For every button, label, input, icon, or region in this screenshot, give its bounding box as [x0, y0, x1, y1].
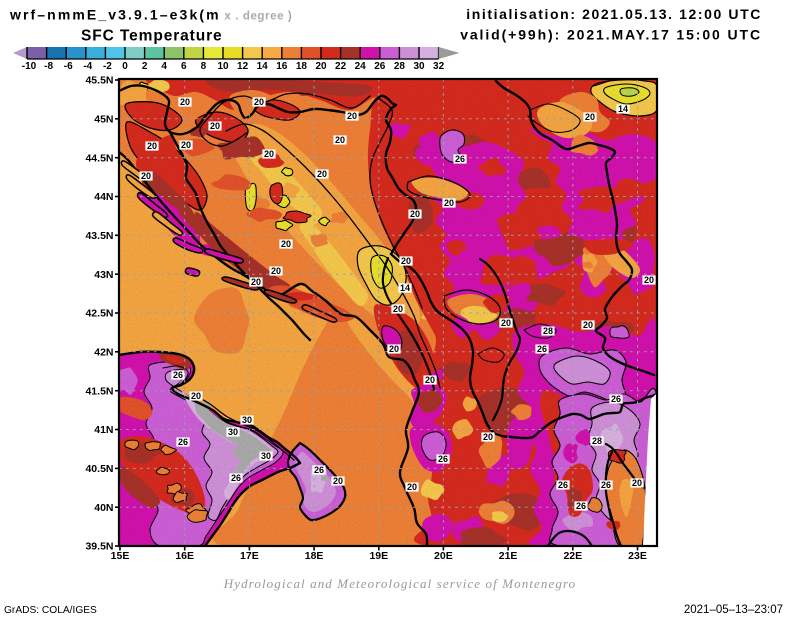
svg-text:18E: 18E — [305, 550, 324, 562]
svg-text:-6: -6 — [64, 61, 73, 72]
svg-text:20: 20 — [254, 97, 264, 107]
svg-text:20: 20 — [347, 111, 357, 121]
svg-text:44N: 44N — [94, 191, 113, 203]
svg-text:26: 26 — [314, 465, 324, 475]
svg-text:wrf–nmmE_v3.9.1–e3k(m x . degr: wrf–nmmE_v3.9.1–e3k(m x . degree ) — [9, 7, 292, 23]
svg-text:16: 16 — [276, 61, 288, 72]
svg-text:Hydrological and Meteorologica: Hydrological and Meteorological service … — [223, 576, 577, 591]
svg-text:26: 26 — [576, 501, 586, 511]
svg-text:26: 26 — [537, 344, 547, 354]
svg-text:8: 8 — [201, 61, 207, 72]
svg-text:20: 20 — [317, 169, 327, 179]
svg-text:20: 20 — [181, 140, 191, 150]
svg-text:24: 24 — [355, 61, 367, 72]
svg-text:21E: 21E — [499, 550, 518, 562]
svg-text:20: 20 — [251, 277, 261, 287]
svg-text:26: 26 — [558, 480, 568, 490]
svg-text:6: 6 — [181, 61, 187, 72]
svg-text:39.5N: 39.5N — [85, 541, 113, 553]
svg-text:20: 20 — [315, 61, 327, 72]
svg-text:12: 12 — [237, 61, 249, 72]
svg-text:-2: -2 — [103, 61, 112, 72]
svg-text:20: 20 — [264, 149, 274, 159]
svg-text:41.5N: 41.5N — [85, 385, 113, 397]
svg-text:30: 30 — [413, 61, 425, 72]
svg-text:26: 26 — [374, 61, 386, 72]
svg-text:14: 14 — [400, 283, 410, 293]
svg-text:42N: 42N — [94, 346, 113, 358]
svg-text:43N: 43N — [94, 269, 113, 281]
svg-text:20: 20 — [210, 121, 220, 131]
svg-text:2: 2 — [142, 61, 148, 72]
svg-text:22: 22 — [335, 61, 347, 72]
svg-text:20: 20 — [401, 256, 411, 266]
svg-text:44.5N: 44.5N — [85, 152, 113, 164]
svg-text:20: 20 — [644, 275, 654, 285]
svg-text:41N: 41N — [94, 424, 113, 436]
svg-text:20: 20 — [191, 391, 201, 401]
svg-text:20: 20 — [333, 476, 343, 486]
svg-text:19E: 19E — [369, 550, 388, 562]
svg-text:-8: -8 — [44, 61, 53, 72]
svg-text:valid(+99h): 2021.MAY.17 15:00: valid(+99h): 2021.MAY.17 15:00 UTC — [460, 27, 762, 43]
svg-text:10: 10 — [217, 61, 229, 72]
svg-text:40N: 40N — [94, 502, 113, 514]
svg-text:26: 26 — [611, 394, 621, 404]
svg-text:28: 28 — [592, 436, 602, 446]
svg-text:20: 20 — [141, 171, 151, 181]
svg-text:15E: 15E — [111, 550, 130, 562]
svg-text:26: 26 — [231, 473, 241, 483]
svg-text:26: 26 — [173, 370, 183, 380]
svg-text:20: 20 — [585, 112, 595, 122]
svg-text:20: 20 — [407, 482, 417, 492]
svg-text:23E: 23E — [628, 550, 647, 562]
svg-text:-10: -10 — [22, 61, 37, 72]
svg-text:20: 20 — [147, 141, 157, 151]
svg-text:14: 14 — [618, 104, 628, 114]
svg-text:20: 20 — [180, 97, 190, 107]
svg-text:26: 26 — [178, 437, 188, 447]
svg-text:SFC Temperature: SFC Temperature — [81, 28, 223, 45]
svg-text:0: 0 — [122, 61, 128, 72]
svg-text:GrADS: COLA/IGES: GrADS: COLA/IGES — [4, 605, 97, 616]
svg-text:43.5N: 43.5N — [85, 230, 113, 242]
svg-text:20: 20 — [444, 198, 454, 208]
svg-text:18: 18 — [296, 61, 308, 72]
svg-text:30: 30 — [242, 415, 252, 425]
svg-text:17E: 17E — [240, 550, 259, 562]
svg-text:16E: 16E — [175, 550, 194, 562]
svg-text:26: 26 — [438, 454, 448, 464]
svg-text:30: 30 — [261, 451, 271, 461]
svg-text:14: 14 — [257, 61, 269, 72]
svg-text:2021–05–13–23:07: 2021–05–13–23:07 — [684, 604, 783, 616]
svg-text:20: 20 — [271, 266, 281, 276]
svg-text:initialisation: 2021.05.13. 12: initialisation: 2021.05.13. 12:00 UTC — [466, 6, 762, 22]
svg-text:22E: 22E — [563, 550, 582, 562]
svg-text:-4: -4 — [83, 61, 92, 72]
svg-text:28: 28 — [394, 61, 406, 72]
svg-text:32: 32 — [433, 61, 445, 72]
svg-text:40.5N: 40.5N — [85, 463, 113, 475]
svg-text:26: 26 — [455, 154, 465, 164]
svg-text:45.5N: 45.5N — [85, 75, 113, 87]
svg-text:20: 20 — [393, 304, 403, 314]
svg-text:26: 26 — [601, 480, 611, 490]
svg-text:42.5N: 42.5N — [85, 308, 113, 320]
svg-text:20: 20 — [425, 375, 435, 385]
svg-text:20: 20 — [389, 344, 399, 354]
svg-text:45N: 45N — [94, 113, 113, 125]
svg-text:20: 20 — [501, 318, 511, 328]
svg-text:28: 28 — [543, 326, 553, 336]
svg-text:20: 20 — [281, 239, 291, 249]
svg-text:20: 20 — [483, 432, 493, 442]
svg-text:20: 20 — [335, 135, 345, 145]
svg-text:4: 4 — [161, 61, 167, 72]
svg-text:20: 20 — [632, 478, 642, 488]
svg-text:20: 20 — [583, 320, 593, 330]
svg-text:20: 20 — [410, 209, 420, 219]
svg-text:30: 30 — [228, 427, 238, 437]
svg-text:20E: 20E — [434, 550, 453, 562]
